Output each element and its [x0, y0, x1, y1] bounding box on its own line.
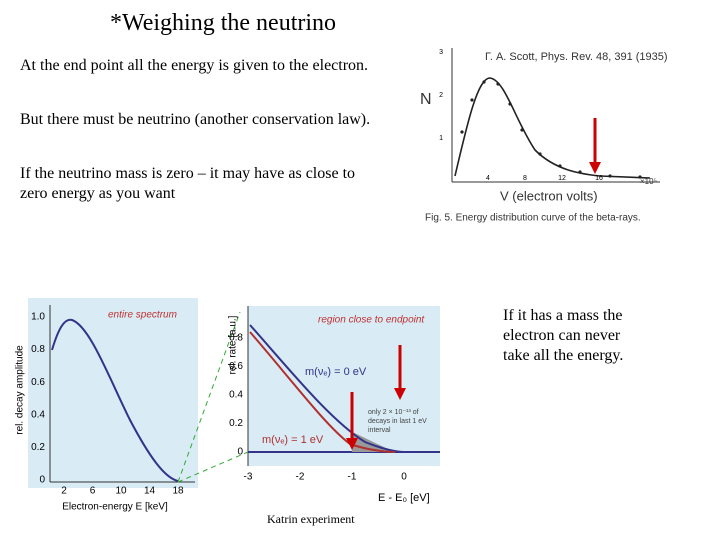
x-tick-label: 0: [401, 472, 407, 483]
katrin-figure: [28, 298, 440, 488]
y-tick-label: 1.0: [31, 312, 45, 323]
x-tick-label: 18: [172, 486, 184, 497]
x-label: Electron-energy E [keV]: [62, 502, 168, 513]
y-label: rel. decay amplitude: [15, 345, 26, 435]
curve-label: m(νₑ) = 0 eV: [305, 366, 367, 378]
title: *Weighing the neutrino: [110, 10, 337, 36]
annotation: interval: [368, 427, 391, 434]
x-tick-label: 14: [144, 486, 156, 497]
curve: [51, 318, 179, 482]
y-tick-label: 0: [237, 447, 243, 458]
y-tick-label: 0.8: [229, 333, 243, 344]
panel-label: region close to endpoint: [318, 315, 425, 326]
x-scale: ×10⁵: [640, 177, 657, 186]
paragraph: If the neutrino mass is zero – it may ha…: [20, 165, 356, 202]
x-tick-label: 2: [61, 486, 67, 497]
x-label: E - E₀ [eV]: [378, 492, 430, 504]
x-tick-label: -3: [244, 472, 253, 483]
curve-label: m(νₑ) = 1 eV: [262, 434, 324, 446]
caption: Fig. 5. Energy distribution curve of the…: [425, 213, 641, 224]
caption: Katrin experiment: [267, 512, 355, 526]
panel-bg: [28, 298, 198, 488]
paragraph: At the end point all the energy is given…: [20, 57, 369, 74]
x-tick-label: 12: [558, 175, 566, 182]
y-tick-label: 0.6: [229, 361, 243, 372]
x-tick-label: -2: [296, 472, 305, 483]
y-tick-label: 0.4: [229, 390, 243, 401]
x-tick-label: 10: [115, 486, 127, 497]
paragraph: But there must be neutrino (another cons…: [20, 111, 371, 128]
x-label: V (electron volts): [500, 188, 598, 203]
annotation: only 2 × 10⁻¹³ of: [368, 409, 419, 416]
y-label: N: [420, 91, 432, 108]
y-tick-label: 0.6: [31, 377, 45, 388]
x-tick-label: -1: [348, 472, 357, 483]
x-tick-label: 6: [90, 486, 96, 497]
x-tick-label: 8: [523, 175, 527, 182]
x-tick-label: 4: [486, 175, 490, 182]
panel-label: entire spectrum: [108, 310, 177, 321]
y-tick-label: 0.2: [229, 418, 243, 429]
arrow-head: [394, 388, 406, 400]
zoom-line: [177, 451, 249, 483]
x-tick-label: 16: [595, 175, 603, 182]
scott-figure: [451, 48, 660, 183]
y-tick-label: 0.8: [31, 344, 45, 355]
y-tick-label: 0: [39, 475, 45, 486]
y-tick-label: 0.4: [31, 409, 45, 420]
annotation: decays in last 1 eV: [368, 418, 427, 425]
y-label: rel. rate [a.u.]: [228, 315, 239, 374]
zoom-line: [177, 311, 241, 483]
arrow-head: [589, 162, 601, 174]
y-tick-label: 3: [439, 49, 443, 56]
y-tick-label: 1: [439, 135, 443, 142]
curve: [454, 77, 651, 179]
y-tick-label: 0.2: [31, 442, 45, 453]
arrow-head: [346, 438, 358, 450]
y-tick-label: 2: [439, 92, 443, 99]
side-note: If it has a mass the electron can never …: [503, 307, 624, 364]
citation: Γ. A. Scott, Phys. Rev. 48, 391 (1935): [485, 51, 668, 63]
curve-1ev: [249, 331, 396, 453]
data-points: [460, 80, 642, 179]
